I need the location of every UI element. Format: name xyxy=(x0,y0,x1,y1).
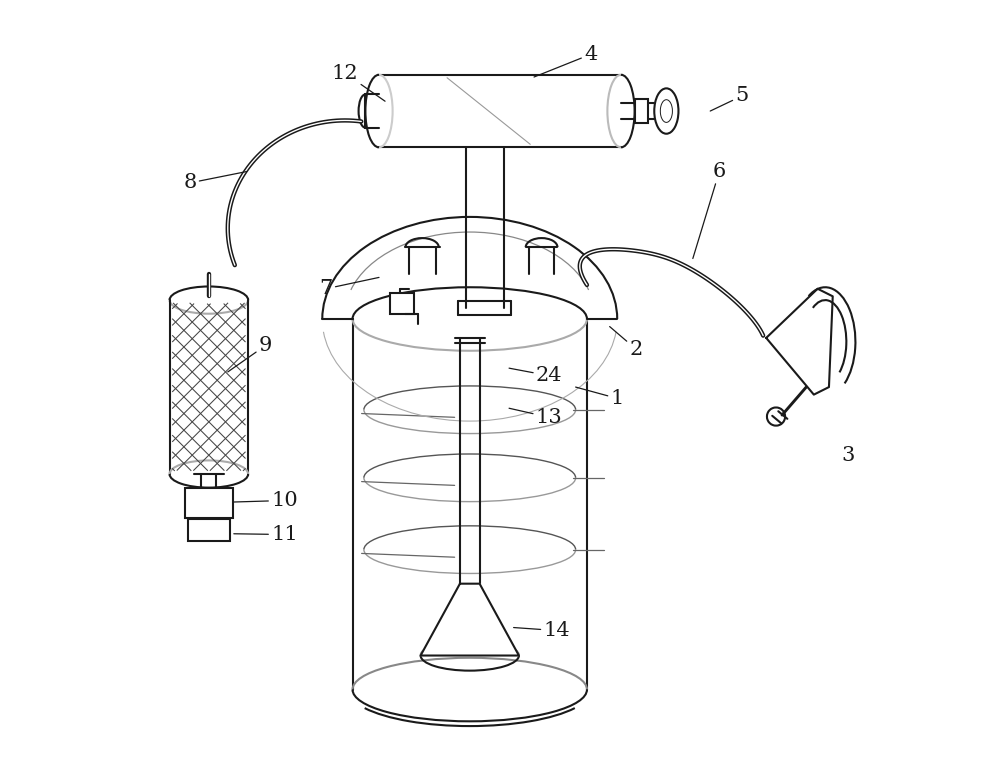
Bar xyxy=(188,519,230,540)
Polygon shape xyxy=(421,584,519,656)
Bar xyxy=(185,487,233,518)
Text: 7: 7 xyxy=(319,277,379,298)
Polygon shape xyxy=(766,288,833,395)
Text: 3: 3 xyxy=(841,446,855,465)
Text: 6: 6 xyxy=(693,162,726,259)
Bar xyxy=(635,99,648,123)
Text: 12: 12 xyxy=(332,64,385,101)
Text: 24: 24 xyxy=(509,367,562,386)
Text: 4: 4 xyxy=(534,45,597,77)
Text: 13: 13 xyxy=(509,408,563,427)
Text: 2: 2 xyxy=(610,326,643,359)
Text: 8: 8 xyxy=(183,172,247,192)
Text: 9: 9 xyxy=(228,336,272,372)
Text: 14: 14 xyxy=(514,621,570,640)
Text: 5: 5 xyxy=(710,87,749,111)
Text: 11: 11 xyxy=(234,525,298,544)
Text: 1: 1 xyxy=(576,387,624,408)
Bar xyxy=(390,292,414,313)
Text: 10: 10 xyxy=(234,491,298,510)
